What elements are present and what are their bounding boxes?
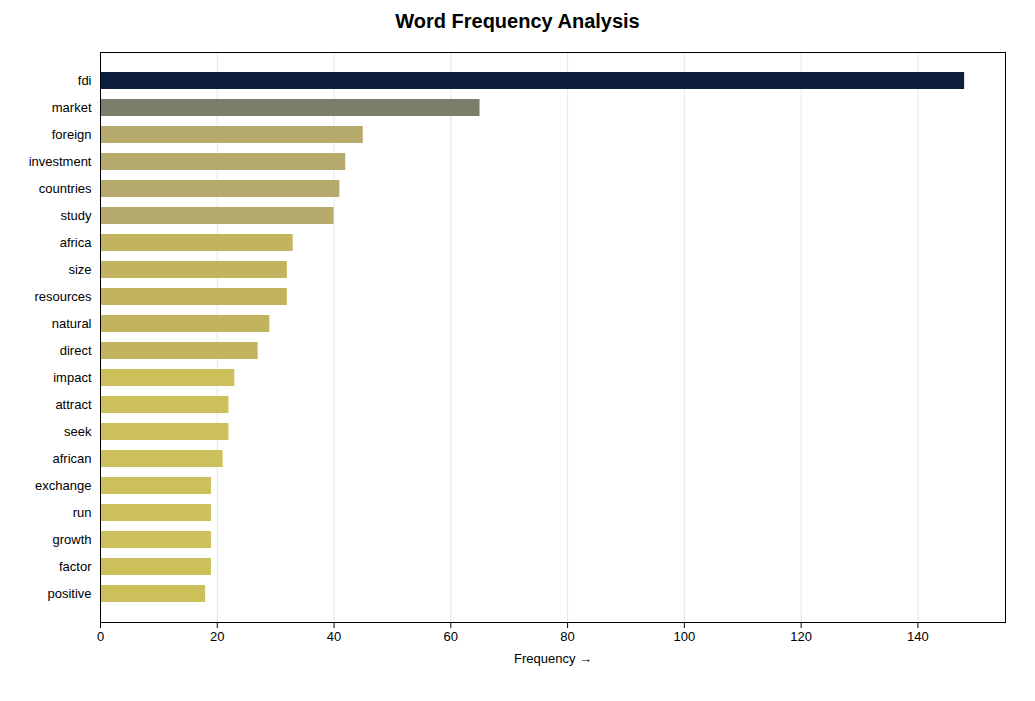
svg-text:resources: resources xyxy=(34,289,92,304)
svg-text:60: 60 xyxy=(444,629,458,644)
svg-text:foreign: foreign xyxy=(52,127,92,142)
svg-text:growth: growth xyxy=(52,532,91,547)
svg-text:100: 100 xyxy=(674,629,696,644)
svg-text:0: 0 xyxy=(97,629,104,644)
svg-text:direct: direct xyxy=(60,343,92,358)
svg-text:natural: natural xyxy=(52,316,92,331)
svg-text:20: 20 xyxy=(210,629,224,644)
svg-text:fdi: fdi xyxy=(78,73,92,88)
svg-text:exchange: exchange xyxy=(35,478,91,493)
svg-text:140: 140 xyxy=(907,629,929,644)
svg-text:positive: positive xyxy=(47,586,91,601)
svg-text:study: study xyxy=(60,208,92,223)
svg-text:countries: countries xyxy=(39,181,92,196)
svg-text:african: african xyxy=(52,451,91,466)
svg-text:investment: investment xyxy=(29,154,92,169)
svg-text:africa: africa xyxy=(60,235,93,250)
html-text:Word Frequency Analysis: Word Frequency Analysis xyxy=(395,10,640,32)
svg-text:attract: attract xyxy=(55,397,92,412)
svg-text:40: 40 xyxy=(327,629,341,644)
svg-text:size: size xyxy=(68,262,91,277)
svg-text:80: 80 xyxy=(560,629,574,644)
svg-text:run: run xyxy=(73,505,92,520)
svg-text:120: 120 xyxy=(790,629,812,644)
svg-text:Frequency →: Frequency → xyxy=(514,651,592,666)
svg-text:factor: factor xyxy=(59,559,92,574)
svg-text:impact: impact xyxy=(53,370,92,385)
svg-text:seek: seek xyxy=(64,424,92,439)
svg-text:market: market xyxy=(52,100,92,115)
